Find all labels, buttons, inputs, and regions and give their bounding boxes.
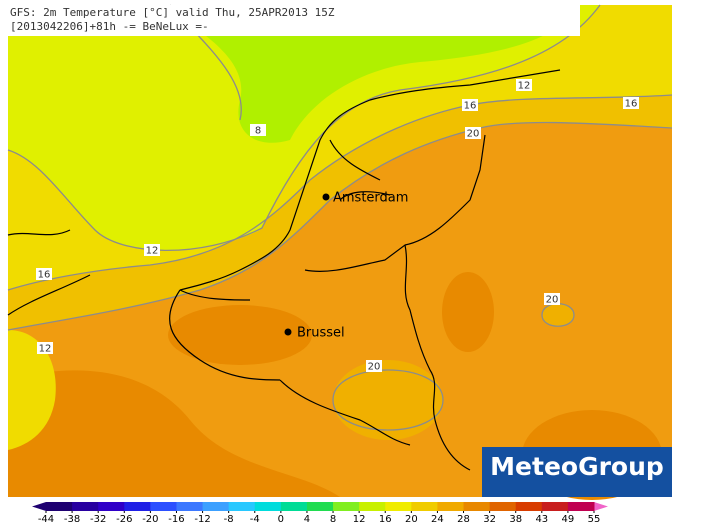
temp-field <box>160 5 580 143</box>
colorbar-label: -44 <box>38 514 54 525</box>
contour-label: 16 <box>464 101 477 112</box>
colorbar-label: 4 <box>304 514 310 525</box>
colorbar-label: -26 <box>116 514 132 525</box>
colorbar-segment <box>46 502 73 511</box>
header-subtitle: [2013042206]+81h -= BeNeLux =- <box>10 20 209 33</box>
colorbar-segment <box>254 502 282 511</box>
colorbar-label: -20 <box>142 514 158 525</box>
colorbar-segment <box>176 502 204 511</box>
contour-label-box <box>465 127 481 139</box>
map: Amsterdam Brussel 8 12 12 16 16 20 16 12 20 20 <box>7 4 673 500</box>
contour-label: 20 <box>368 362 381 373</box>
colorbar-segment <box>489 502 517 511</box>
contour-label: 20 <box>467 129 480 140</box>
city-label: Amsterdam <box>333 191 408 206</box>
colorbar-label: 12 <box>353 514 366 525</box>
colorbar-segment <box>150 502 177 511</box>
header-title: GFS: 2m Temperature [°C] valid Thu, 25AP… <box>10 6 335 19</box>
logo-text: MeteoGroup <box>490 452 664 481</box>
colorbar-label: 0 <box>278 514 284 525</box>
contour-label: 16 <box>625 99 638 110</box>
colorbar-end <box>32 502 46 511</box>
colorbar-segment <box>437 502 465 511</box>
city-marker <box>284 328 292 336</box>
contour-line <box>7 121 673 331</box>
contour-label-box <box>462 99 478 111</box>
contour-line <box>7 94 673 291</box>
temp-field <box>168 305 312 365</box>
contour-label: 12 <box>39 344 52 355</box>
colorbar-label: -12 <box>194 514 210 525</box>
contour-label-box <box>37 342 53 354</box>
contour-label: 20 <box>546 295 559 306</box>
colorbar-label: -4 <box>250 514 260 525</box>
contour-label-box <box>366 360 382 372</box>
colorbar-label: 49 <box>562 514 575 525</box>
colorbar-segment <box>385 502 412 511</box>
colorbar-label: 43 <box>535 514 548 525</box>
contour-label-box <box>544 293 560 305</box>
colorbar-segment <box>98 502 125 511</box>
contour-label-box <box>250 124 266 136</box>
contour-label: 16 <box>38 270 51 281</box>
temp-field <box>8 370 340 497</box>
colorbar-segment <box>333 502 360 511</box>
border-line <box>7 69 561 471</box>
colorbar-label: 20 <box>405 514 418 525</box>
contour-label-box <box>144 244 160 256</box>
contour-label-box <box>516 79 532 91</box>
colorbar-label: -32 <box>90 514 106 525</box>
colorbar-label: 24 <box>431 514 444 525</box>
contour-label: 12 <box>518 81 531 92</box>
colorbar-label: 28 <box>457 514 470 525</box>
colorbar-segment <box>567 502 595 511</box>
temp-field <box>542 303 574 327</box>
temp-field <box>8 330 56 450</box>
contour-line <box>332 303 575 431</box>
city-label: Brussel <box>297 326 345 341</box>
colorbar-label: 55 <box>588 514 601 525</box>
colorbar-segment <box>306 502 334 511</box>
colorbar-segment <box>228 502 256 511</box>
colorbar: -44 -38 -32 -26 -20 -16 -12 -8 -4 0 4 8 12 16 20 24 28 32… <box>32 502 608 525</box>
colorbar-segment <box>280 502 308 511</box>
contour-labels: 8 12 12 16 16 20 16 12 20 20 <box>36 79 639 373</box>
colorbar-label: -16 <box>168 514 184 525</box>
colorbar-segment <box>359 502 386 511</box>
colorbar-label: -8 <box>224 514 234 525</box>
header-box <box>8 5 580 36</box>
colorbar-label: 16 <box>379 514 392 525</box>
contour-label-box <box>623 97 639 109</box>
colorbar-segment <box>202 502 230 511</box>
colorbar-label: 38 <box>509 514 522 525</box>
temp-field <box>8 5 600 251</box>
temp-field <box>333 360 443 440</box>
colorbar-label: 8 <box>330 514 336 525</box>
colorbar-segment <box>515 502 543 511</box>
city-marker <box>322 193 330 201</box>
colorbar-segment <box>411 502 438 511</box>
contour-label: 12 <box>146 246 159 257</box>
colorbar-label: -38 <box>64 514 80 525</box>
contour-label: 8 <box>255 126 261 137</box>
colorbar-label: 32 <box>483 514 496 525</box>
colorbar-segment <box>463 502 491 511</box>
colorbar-end <box>594 502 608 511</box>
logo-box <box>482 447 672 497</box>
contour-label-box <box>36 268 52 280</box>
colorbar-segment <box>124 502 151 511</box>
temp-field <box>442 272 494 352</box>
colorbar-segment <box>541 502 569 511</box>
colorbar-segment <box>72 502 99 511</box>
